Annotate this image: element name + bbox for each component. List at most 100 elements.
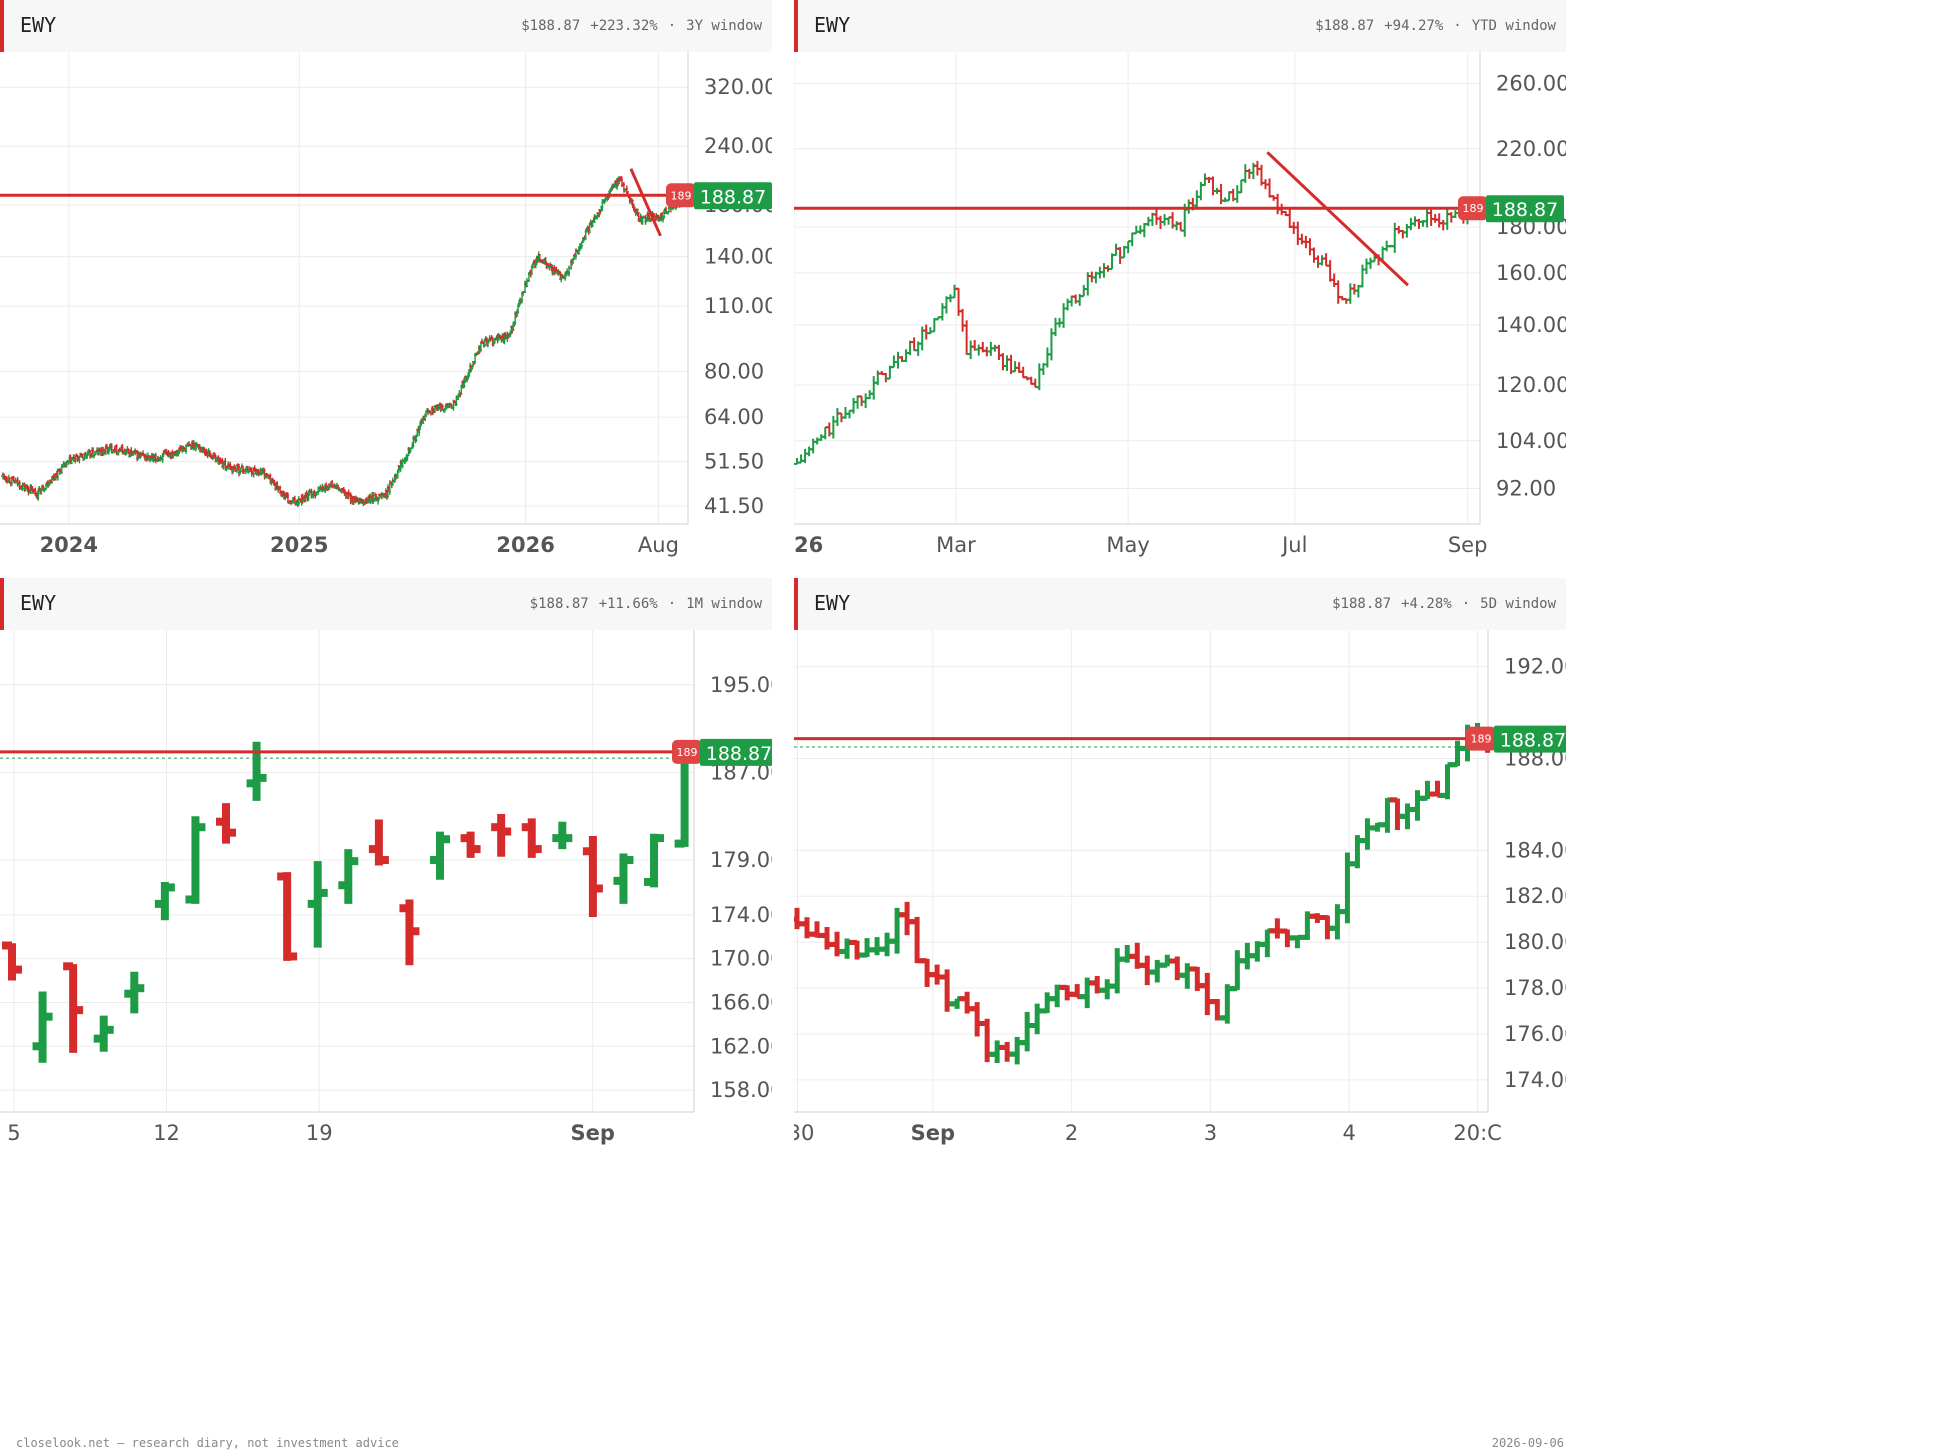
mini-badge-bg (1458, 196, 1488, 221)
ohlc-bar (1209, 176, 1218, 196)
ohlc-bar (1035, 363, 1044, 391)
panel-header: EWY $188.87 +4.28% · 5D window (794, 578, 1566, 630)
ohlc-bar (1043, 347, 1052, 368)
window-label: 1M window (686, 596, 762, 612)
ohlc-bar (893, 351, 902, 369)
x-tick-label: Aug (638, 533, 679, 557)
last-price-badge: 188.87 (694, 182, 772, 210)
x-tick-label: 4 (1343, 1121, 1356, 1145)
y-tick-label: 179.00 (710, 848, 772, 872)
ohlc-bar (1003, 355, 1012, 371)
ohlc-bar (307, 861, 328, 948)
ohlc-bar (1285, 208, 1294, 228)
ohlc-bar (93, 1015, 114, 1052)
y-tick-label: 174.00 (710, 903, 772, 927)
x-tick-label: 5 (7, 1121, 20, 1145)
ohlc-bar (1199, 972, 1216, 1016)
ohlc-bar (829, 415, 838, 439)
ohlc-bar (277, 872, 298, 961)
ohlc-bar (910, 337, 919, 352)
ohlc-bar (805, 446, 814, 457)
ohlc-bar (969, 1002, 986, 1037)
chart-3y[interactable]: 41.5051.5064.0080.00110.00140.00180.0024… (0, 52, 772, 570)
ohlc-bar (1423, 207, 1432, 228)
y-tick-label: 120.00 (1496, 373, 1566, 397)
ohlc-bar (613, 853, 634, 904)
ohlc-bar (1063, 298, 1072, 311)
separator-dot: · (1461, 596, 1471, 612)
ohlc-bar (1359, 818, 1376, 850)
ohlc-bar (1176, 221, 1185, 232)
y-tick-label: 182.00 (1504, 884, 1566, 908)
ohlc-bar (1031, 378, 1040, 389)
y-tick-label: 92.00 (1496, 477, 1556, 501)
y-tick-label: 195.00 (710, 673, 772, 697)
ohlc-bar (1079, 284, 1088, 298)
ohlc-bar (1346, 283, 1355, 304)
y-tick-label: 162.00 (710, 1034, 772, 1058)
ohlc-bar (1099, 979, 1116, 1000)
mini-price-badge: 189 (672, 739, 702, 764)
y-tick-label: 104.00 (1496, 429, 1566, 453)
x-tick-label: Sep (911, 1121, 955, 1145)
ohlc-bar (869, 937, 886, 956)
ohlc-bar (1124, 240, 1133, 254)
x-tick-label: 2025 (270, 533, 328, 557)
window-label: 3Y window (686, 18, 762, 34)
ohlc-bar (1184, 199, 1193, 214)
ohlc-bar (1116, 247, 1125, 264)
ohlc-bar (1427, 209, 1436, 226)
ohlc-bar (1039, 992, 1056, 1014)
ohlc-bar (1019, 366, 1028, 379)
ohlc-bar (1297, 233, 1306, 245)
symbol-label: EWY (814, 13, 851, 37)
y-tick-label: 160.00 (1496, 261, 1566, 285)
x-tick-label: Mar (936, 533, 976, 557)
last-price-text: 188.87 (1500, 730, 1566, 752)
symbol-label: EWY (20, 591, 57, 615)
ohlc-bar (1051, 317, 1060, 337)
trend-line (1266, 151, 1410, 287)
ohlc-bar (1109, 948, 1126, 994)
ohlc-bar (958, 308, 967, 332)
ohlc-bar (1128, 232, 1137, 247)
last-price-bg (1486, 195, 1564, 223)
y-tick-label: 140.00 (704, 245, 772, 269)
ohlc-bar (1362, 258, 1371, 275)
trend-line (629, 168, 662, 237)
ohlc-bar (1358, 264, 1367, 288)
ohlc-bar (338, 849, 359, 904)
chart-panel-ytd: EWY $188.87 +94.27% · YTD window 92.00 104.0… (794, 0, 1566, 570)
price-label: $188.87 (1315, 18, 1375, 34)
y-tick-label: 176.00 (1504, 1022, 1566, 1046)
ohlc-bar (460, 831, 481, 858)
x-tick-label: 20:C (1453, 1121, 1501, 1145)
ohlc-bar (1435, 213, 1444, 228)
separator-dot: · (667, 18, 677, 34)
ohlc-bar (966, 340, 975, 360)
ohlc-bar (1398, 229, 1407, 239)
ohlc-bar (1350, 283, 1359, 295)
ohlc-bar (1322, 253, 1331, 267)
ohlc-bar (491, 814, 512, 857)
y-tick-label: 110.00 (704, 294, 772, 318)
ohlc-bar (552, 821, 573, 850)
ohlc-bar (582, 835, 603, 918)
ohlc-bar (521, 818, 542, 858)
x-tick-label: 12 (153, 1121, 180, 1145)
change-label: +223.32% (590, 18, 658, 34)
ohlc-bar (1409, 790, 1426, 821)
chart-1m[interactable]: 158.00162.00166.00170.00174.00179.00187.… (0, 630, 772, 1148)
ohlc-bar (962, 320, 971, 356)
ohlc-bar (1229, 950, 1246, 992)
ohlc-bars (1, 176, 690, 508)
mini-badge-text: 189 (1471, 733, 1492, 746)
chart-5d[interactable]: 174.00 176.00 178.00 180.00 182.00 184.00 188.… (794, 630, 1566, 1148)
y-tick-label: 166.00 (710, 990, 772, 1014)
chart-ytd[interactable]: 92.00104.00120.00140.00160.00180.00220.0… (794, 52, 1566, 570)
x-tick-label: 19 (306, 1121, 333, 1145)
ohlc-bar (1273, 193, 1282, 215)
ohlc-bar (801, 448, 810, 464)
y-tick-label: 240.00 (704, 134, 772, 158)
ohlc-bar (1019, 1011, 1036, 1052)
